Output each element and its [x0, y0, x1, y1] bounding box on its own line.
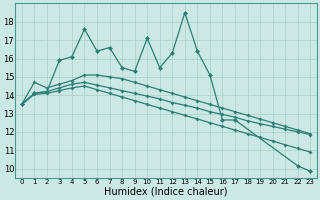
X-axis label: Humidex (Indice chaleur): Humidex (Indice chaleur) [104, 187, 228, 197]
